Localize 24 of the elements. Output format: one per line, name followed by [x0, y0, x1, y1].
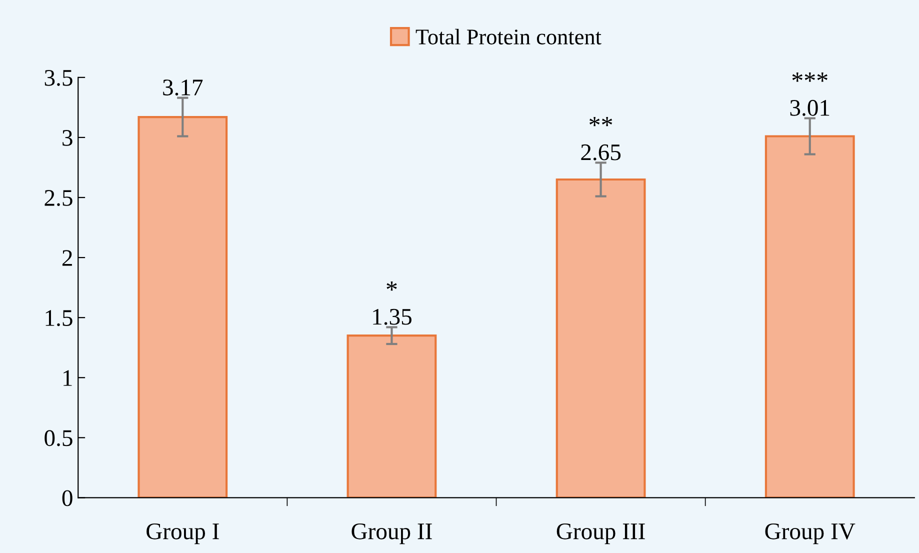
bar [346, 334, 437, 498]
bar [556, 178, 646, 498]
legend-label: Total Protein content [416, 28, 602, 44]
x-tick-label: Group IV [765, 523, 856, 544]
data-label: 3.01 [790, 100, 830, 116]
annotation: * [386, 281, 397, 291]
x-tick-label: Group I [146, 523, 219, 544]
bar [764, 135, 855, 498]
data-label: 3.17 [163, 80, 203, 96]
y-tick-label: 3 [62, 130, 72, 146]
bar [138, 116, 228, 498]
annotation: *** [792, 72, 828, 82]
y-tick-label: 2 [62, 250, 72, 266]
annotation: ** [590, 116, 612, 126]
data-label: 2.65 [581, 144, 621, 160]
y-tick-label: 0 [62, 490, 72, 506]
y-tick-label: 3.5 [44, 70, 72, 86]
y-tick-label: 2.5 [44, 190, 72, 206]
x-tick-label: Group III [556, 523, 645, 544]
y-tick-label: 1 [64, 370, 72, 386]
y-tick-label: 1.5 [46, 310, 72, 326]
data-label: 1.35 [373, 308, 412, 325]
y-tick-label: 0.5 [44, 430, 72, 446]
x-tick-label: Group II [352, 523, 432, 544]
